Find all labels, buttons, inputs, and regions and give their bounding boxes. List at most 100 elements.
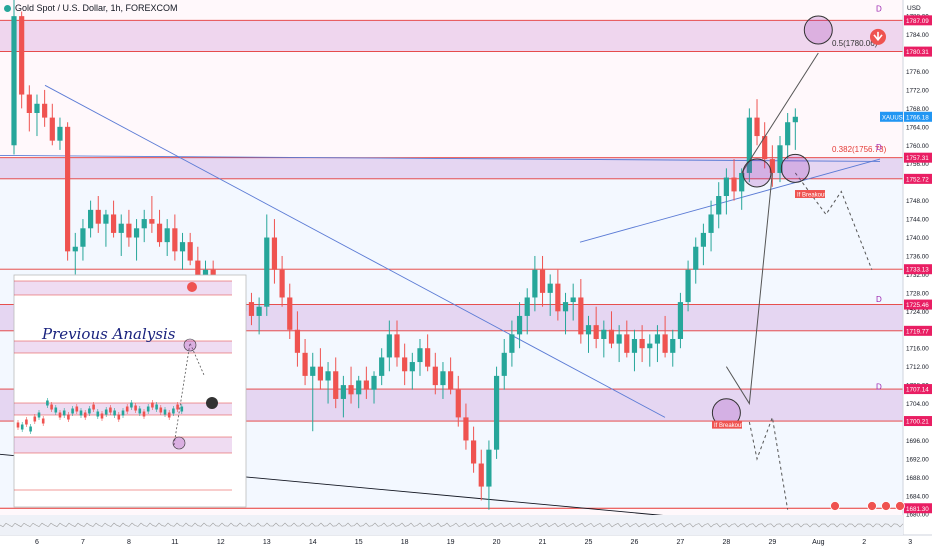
y-tick-label: 1736.00 bbox=[906, 253, 929, 260]
price-tag: 1681.30 bbox=[906, 506, 929, 513]
candle-body bbox=[57, 126, 63, 141]
y-tick-label: 1772.00 bbox=[906, 87, 929, 94]
candle bbox=[654, 325, 661, 363]
economic-event-icon bbox=[881, 501, 891, 511]
candle-body bbox=[202, 269, 209, 280]
candle bbox=[394, 320, 400, 367]
candle-body bbox=[256, 306, 262, 316]
candle bbox=[662, 315, 668, 358]
price-tag: 1787.09 bbox=[906, 18, 929, 25]
inset-candle-body bbox=[109, 407, 112, 413]
y-tick-label: 1764.00 bbox=[906, 124, 929, 131]
inset-candle-body bbox=[75, 406, 79, 412]
inset-candle-body bbox=[33, 416, 37, 422]
candle bbox=[317, 348, 323, 390]
candle-body bbox=[80, 228, 86, 247]
previous-analysis-inset: Previous Analysis bbox=[13, 274, 247, 508]
y-tick-label: 1756.00 bbox=[906, 161, 929, 168]
inset-candle-body bbox=[54, 407, 58, 413]
candle bbox=[478, 449, 484, 501]
inset-candle-body bbox=[159, 407, 163, 413]
candle bbox=[693, 237, 699, 284]
y-axis-unit: USD bbox=[907, 5, 921, 12]
candle bbox=[19, 11, 25, 109]
inset-candle-body bbox=[67, 414, 70, 420]
inset-candle-body bbox=[92, 404, 95, 410]
candle-body bbox=[432, 366, 438, 386]
candle bbox=[731, 159, 737, 201]
zone-marker: D bbox=[876, 5, 882, 14]
candle bbox=[516, 302, 523, 349]
inset-candle-body bbox=[151, 402, 154, 408]
x-tick-label: 19 bbox=[447, 539, 455, 546]
candle bbox=[562, 292, 569, 335]
x-tick-label: 13 bbox=[263, 539, 271, 546]
candle bbox=[524, 288, 530, 335]
candle-body bbox=[532, 269, 538, 298]
y-tick-label: 1744.00 bbox=[906, 217, 929, 224]
candle-body bbox=[179, 242, 186, 252]
trend-line bbox=[44, 84, 666, 418]
inset-candle-body bbox=[125, 406, 129, 412]
candle bbox=[248, 292, 255, 326]
candle-body bbox=[647, 343, 653, 349]
candle bbox=[425, 334, 431, 372]
price-tag-bg bbox=[904, 173, 932, 184]
inset-circle bbox=[172, 436, 186, 450]
inset-candle-body bbox=[172, 408, 175, 414]
candle-body bbox=[501, 352, 507, 376]
candle-body bbox=[317, 366, 323, 381]
price-tag-bg bbox=[904, 416, 932, 427]
zone-marker: D bbox=[876, 143, 882, 152]
candle bbox=[72, 232, 78, 275]
economic-event-icon bbox=[895, 501, 905, 511]
chart-title-bar: Gold Spot / U.S. Dollar, 1h, FOREXCOM bbox=[4, 3, 178, 13]
highlight-circle bbox=[780, 153, 810, 183]
candle-body bbox=[195, 260, 201, 280]
candle bbox=[448, 357, 454, 395]
candle-body bbox=[248, 302, 255, 316]
candle bbox=[754, 99, 760, 146]
y-tick-label: 1740.00 bbox=[906, 235, 929, 242]
candle-body bbox=[88, 209, 94, 229]
candle-body bbox=[616, 334, 622, 344]
inset-circle bbox=[183, 338, 197, 352]
candle-body bbox=[448, 371, 454, 390]
candle-body bbox=[731, 177, 737, 192]
economic-event-icon bbox=[830, 501, 840, 511]
candle-body bbox=[463, 417, 469, 441]
candle bbox=[493, 366, 500, 459]
candle bbox=[264, 214, 270, 316]
candle bbox=[585, 315, 592, 353]
candle-body bbox=[578, 297, 584, 335]
y-tick-label: 1716.00 bbox=[906, 346, 929, 353]
candle-body bbox=[19, 16, 25, 95]
candle-body bbox=[785, 122, 791, 146]
candle bbox=[118, 214, 124, 256]
candle-body bbox=[509, 334, 515, 353]
inset-candle-body bbox=[79, 410, 83, 416]
candle bbox=[792, 108, 798, 150]
candle bbox=[187, 232, 193, 266]
x-tick-label: 20 bbox=[493, 539, 501, 546]
inset-candle-body bbox=[41, 418, 45, 424]
candle-body bbox=[264, 237, 270, 307]
inset-candle-body bbox=[16, 422, 20, 428]
candle bbox=[340, 375, 346, 418]
candle-body bbox=[654, 334, 661, 344]
candle bbox=[172, 214, 178, 261]
candle bbox=[333, 357, 339, 409]
inset-candle-body bbox=[96, 411, 100, 417]
breakout-badge: If Breakout bbox=[712, 420, 743, 429]
candle-body bbox=[425, 348, 431, 367]
candle bbox=[509, 320, 515, 367]
candle-body bbox=[762, 136, 768, 160]
zone-marker: D bbox=[876, 295, 882, 304]
candle bbox=[80, 219, 86, 261]
x-tick-label: 11 bbox=[171, 539, 178, 546]
candle-body bbox=[570, 297, 576, 303]
candle-body bbox=[287, 297, 293, 330]
candle-body bbox=[662, 334, 668, 353]
inset-candle-body bbox=[29, 426, 32, 432]
